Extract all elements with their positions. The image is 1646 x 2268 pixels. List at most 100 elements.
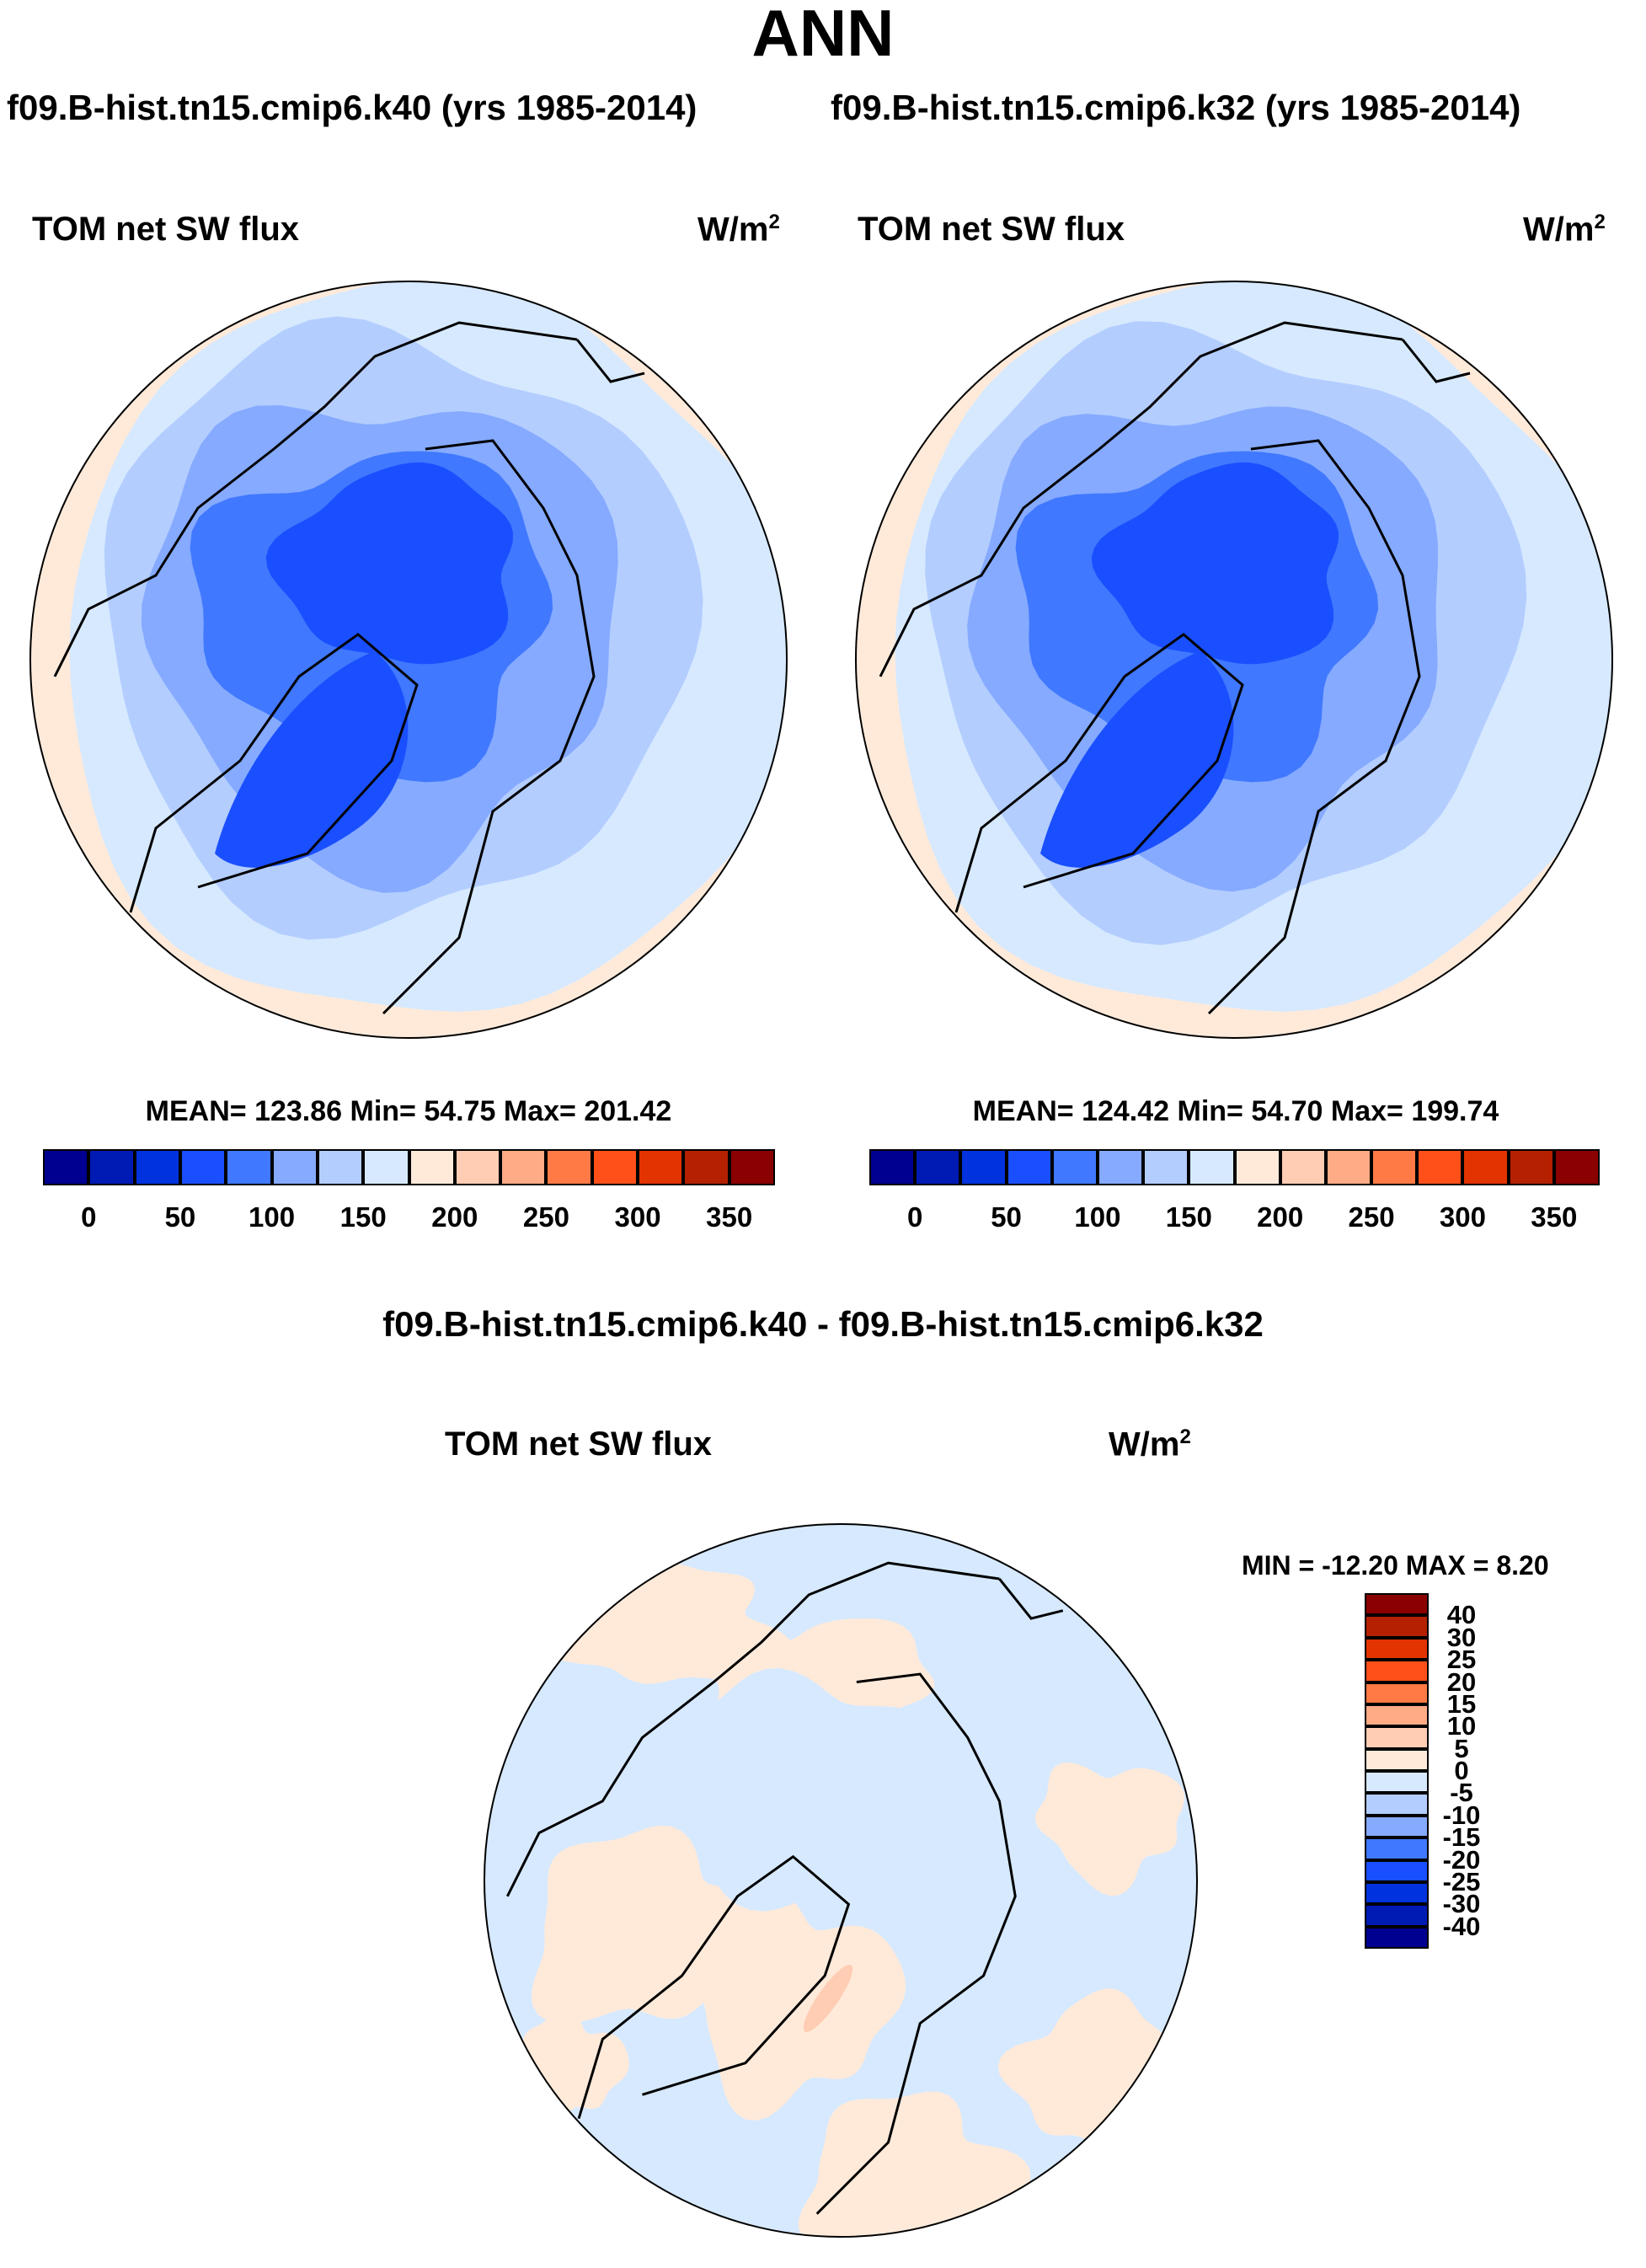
colorbar-tick-label: 50 (164, 1201, 196, 1233)
panel1-polar-map (29, 281, 788, 1039)
coastline (53, 321, 578, 677)
colorbar-segment (869, 1149, 916, 1185)
colorbar-segment (1365, 1881, 1429, 1905)
coastline (577, 1854, 851, 2120)
colorbar-tick-label: -15 (1442, 1822, 1481, 1853)
colorbar-tick-label: 250 (1348, 1201, 1395, 1233)
colorbar-tick-label: 150 (339, 1201, 387, 1233)
colorbar-tick-label: 25 (1446, 1645, 1477, 1675)
coastline (382, 439, 596, 1015)
colorbar-segment (1051, 1149, 1098, 1185)
colorbar-segment (591, 1149, 639, 1185)
contour-fill-50-75-arctic (265, 462, 513, 665)
colorbar-segment (1371, 1149, 1418, 1185)
colorbar-segment (1365, 1704, 1429, 1727)
contour-fill-0-5 (688, 1882, 906, 2121)
panel1-variable-title: TOM net SW flux (32, 211, 300, 248)
colorbar-tick-label: 15 (1446, 1688, 1477, 1719)
coastline (815, 1672, 1017, 2215)
colorbar-segment (1280, 1149, 1326, 1185)
colorbar-segment (1365, 1726, 1429, 1749)
contour-fill-5-10 (803, 1965, 853, 2032)
colorbar-tick-label: 100 (1074, 1201, 1121, 1233)
colorbar-segment (454, 1149, 501, 1185)
panel3-units: W/m2 (1109, 1426, 1191, 1463)
colorbar-tick-label: 0 (907, 1201, 923, 1233)
panel2-units: W/m2 (1523, 211, 1606, 249)
coastline (998, 1578, 1064, 1620)
panel1-stats: MEAN= 123.86 Min= 54.75 Max= 201.42 (145, 1095, 672, 1127)
colorbar-segment (1234, 1149, 1280, 1185)
figure-title: ANN (751, 0, 895, 70)
panel3-min-max: MIN = -12.20 MAX = 8.20 (1242, 1550, 1549, 1581)
colorbar-segment (179, 1149, 227, 1185)
colorbar-segment (638, 1149, 684, 1185)
difference-title: f09.B-hist.tn15.cmip6.k40 - f09.B-hist.t… (382, 1304, 1264, 1344)
colorbar-segment (1365, 1837, 1429, 1860)
colorbar-tick-label: 40 (1446, 1600, 1477, 1630)
panel2-polar-map (855, 281, 1613, 1039)
colorbar-segment (88, 1149, 135, 1185)
colorbar-segment (1365, 1682, 1429, 1704)
map-boundary (29, 281, 788, 1039)
colorbar-segment (134, 1149, 180, 1185)
coastline (505, 1561, 1000, 1897)
colorbar-tick-label: -30 (1442, 1889, 1481, 1919)
panel2-variable-title: TOM net SW flux (858, 211, 1125, 248)
colorbar-segment (546, 1149, 592, 1185)
panel1-units: W/m2 (697, 211, 780, 249)
colorbar-segment (409, 1149, 455, 1185)
colorbar-segment (1325, 1149, 1372, 1185)
colorbar-segment (1365, 1771, 1429, 1794)
colorbar-segment (271, 1149, 318, 1185)
map-boundary (484, 1523, 1198, 2238)
colorbar-tick-label: 200 (431, 1201, 478, 1233)
colorbar-tick-label: 250 (522, 1201, 569, 1233)
colorbar-segment (1365, 1593, 1429, 1616)
colorbar-tick-label: 50 (991, 1201, 1022, 1233)
colorbar-segment (43, 1149, 89, 1185)
colorbar-tick-label: 300 (614, 1201, 661, 1233)
colorbar-segment (1143, 1149, 1189, 1185)
colorbar-tick-label: -10 (1442, 1800, 1481, 1830)
colorbar-tick-label: -5 (1450, 1778, 1473, 1808)
colorbar-tick-label: -25 (1442, 1866, 1481, 1896)
coastline (129, 633, 419, 913)
panel2-stats: MEAN= 124.42 Min= 54.70 Max= 199.74 (972, 1095, 1499, 1127)
coastline (954, 633, 1244, 913)
colorbar-tick-label: -20 (1442, 1844, 1481, 1875)
colorbar-tick-label: 150 (1165, 1201, 1212, 1233)
contour-fill-50-75-greenland (215, 651, 409, 868)
colorbar-segment (1365, 1859, 1429, 1882)
left-case-title: f09.B-hist.tn15.cmip6.k40 (yrs 1985-2014… (7, 88, 697, 127)
colorbar-segment (1462, 1149, 1509, 1185)
coastline (575, 339, 645, 383)
colorbar-segment (500, 1149, 547, 1185)
colorbar-tick-label: 200 (1257, 1201, 1304, 1233)
colorbar-tick-label: 20 (1446, 1666, 1477, 1697)
colorbar-segment (960, 1149, 1007, 1185)
map-boundary (855, 281, 1613, 1039)
colorbar-tick-label: 100 (249, 1201, 296, 1233)
colorbar-segment (1365, 1637, 1429, 1661)
colorbar-segment (363, 1149, 409, 1185)
colorbar-segment (915, 1149, 961, 1185)
colorbar-segment (1365, 1793, 1429, 1816)
panel1-colorbar: 0 50 100 150 200 250 300 350 (43, 1149, 775, 1233)
colorbar-segment (1365, 1926, 1429, 1949)
contour-fill-neg5-0-arctic (667, 1668, 963, 1912)
contour-fill-50-75-arctic (1091, 462, 1339, 665)
right-case-title: f09.B-hist.tn15.cmip6.k32 (yrs 1985-2014… (831, 88, 1521, 127)
colorbar-segment (683, 1149, 729, 1185)
colorbar-tick-label: 30 (1446, 1622, 1477, 1652)
coastline (1401, 339, 1471, 383)
colorbar-segment (1508, 1149, 1554, 1185)
contour-fill-50-75-greenland (1040, 651, 1234, 868)
colorbar-tick-label: 350 (706, 1201, 753, 1233)
colorbar-tick-label: 0 (81, 1201, 97, 1233)
contour-fill-0-5 (798, 2091, 1031, 2237)
colorbar-tick-label: 5 (1454, 1733, 1469, 1763)
colorbar-segment (1365, 1904, 1429, 1927)
colorbar-segment (226, 1149, 272, 1185)
colorbar-segment (1365, 1660, 1429, 1682)
